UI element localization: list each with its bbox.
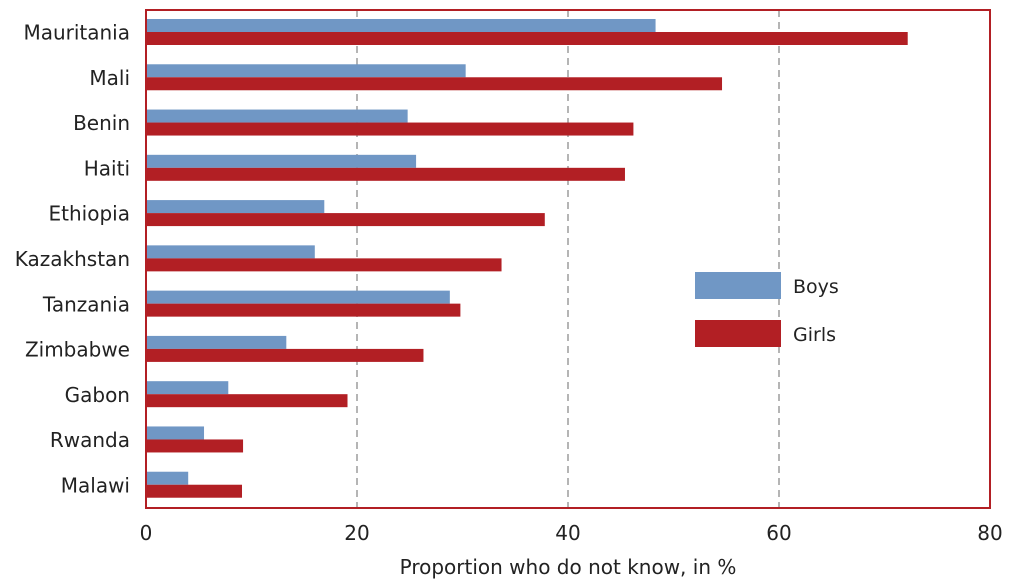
bar-girls-haiti xyxy=(146,167,625,181)
bar-boys-malawi xyxy=(146,471,189,485)
category-label-kazakhstan: Kazakhstan xyxy=(15,247,130,271)
legend-label-boys: Boys xyxy=(793,276,839,298)
legend-swatch-boys xyxy=(695,272,781,299)
bar-boys-zimbabwe xyxy=(146,335,287,349)
category-label-ethiopia: Ethiopia xyxy=(49,202,130,226)
category-label-benin: Benin xyxy=(73,111,130,135)
bar-girls-kazakhstan xyxy=(146,258,502,272)
x-tick-labels: 0 20 40 60 80 xyxy=(140,521,1003,545)
category-label-zimbabwe: Zimbabwe xyxy=(25,338,130,362)
x-tick-label-60: 60 xyxy=(766,521,791,545)
category-label-mauritania: Mauritania xyxy=(23,21,130,45)
legend: Boys Girls xyxy=(695,272,839,347)
bar-girls-rwanda xyxy=(146,439,244,453)
bar-girls-mali xyxy=(146,77,723,91)
bar-girls-mauritania xyxy=(146,32,908,45)
x-axis-title: Proportion who do not know, in % xyxy=(400,555,737,579)
bars xyxy=(146,19,908,498)
bar-boys-haiti xyxy=(146,154,417,168)
category-label-rwanda: Rwanda xyxy=(50,428,130,452)
category-label-haiti: Haiti xyxy=(84,156,130,180)
bar-boys-ethiopia xyxy=(146,200,325,214)
legend-label-girls: Girls xyxy=(793,324,836,346)
plot-frame xyxy=(145,9,991,509)
bar-girls-benin xyxy=(146,122,634,136)
bar-boys-benin xyxy=(146,109,408,123)
category-label-tanzania: Tanzania xyxy=(42,292,130,316)
category-label-mali: Mali xyxy=(89,66,130,90)
bar-girls-ethiopia xyxy=(146,213,545,227)
category-label-malawi: Malawi xyxy=(61,473,130,497)
x-tick-label-20: 20 xyxy=(344,521,369,545)
category-label-gabon: Gabon xyxy=(65,383,130,407)
bar-boys-mali xyxy=(146,64,466,78)
bar-boys-gabon xyxy=(146,381,229,395)
bar-girls-tanzania xyxy=(146,303,461,317)
x-tick-label-40: 40 xyxy=(555,521,580,545)
bar-boys-mauritania xyxy=(146,19,656,32)
legend-swatch-girls xyxy=(695,320,781,347)
bar-girls-gabon xyxy=(146,394,348,408)
x-tick-label-0: 0 xyxy=(140,521,153,545)
bar-girls-malawi xyxy=(146,484,243,498)
bar-girls-zimbabwe xyxy=(146,348,424,362)
bar-boys-kazakhstan xyxy=(146,245,315,259)
bar-boys-tanzania xyxy=(146,290,450,304)
category-labels: Mauritania Mali Benin Haiti Ethiopia Kazakhst… xyxy=(15,21,130,498)
x-tick-label-80: 80 xyxy=(977,521,1002,545)
bar-boys-rwanda xyxy=(146,426,205,440)
